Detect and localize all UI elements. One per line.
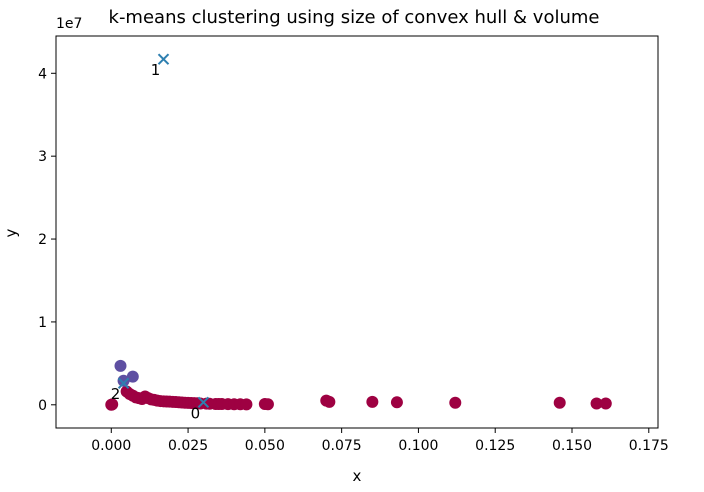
y-tick-label: 2 [38, 232, 47, 248]
y-tick-label: 0 [38, 398, 47, 414]
cluster-0-point [240, 398, 253, 411]
y-tick-label: 1 [38, 315, 47, 331]
cluster-0-point [449, 396, 462, 409]
x-tick-label: 0.125 [475, 438, 515, 454]
x-tick-label: 0.025 [168, 438, 208, 454]
data-points [105, 359, 612, 411]
y-tick-label: 3 [38, 149, 47, 165]
x-tick-label: 0.050 [245, 438, 285, 454]
centroid-marker [117, 377, 130, 389]
y-axis-label: y [2, 228, 20, 237]
y-offset-text: 1e7 [56, 16, 82, 32]
cluster-0-point [261, 398, 274, 411]
x-tick-label: 0.175 [629, 438, 669, 454]
cluster-0-point [553, 396, 566, 409]
x-tick-label: 0.150 [552, 438, 592, 454]
x-tick-label: 0.100 [398, 438, 438, 454]
x-tick-label: 0.075 [322, 438, 362, 454]
cluster-1-point [114, 359, 127, 372]
cluster-1-point [126, 370, 139, 383]
plot-area [55, 35, 659, 429]
x-axis: 0.000 0.025 0.050 0.075 0.100 0.125 0.150 0.175 [91, 428, 669, 454]
x-tick-label: 0.000 [91, 438, 131, 454]
cluster-0-point [599, 397, 612, 410]
cluster-0-point [590, 397, 603, 410]
centroids: 0 1 2 [111, 53, 210, 422]
centroid-label: 0 [191, 404, 201, 422]
centroid-label: 1 [151, 61, 161, 79]
centroid-label: 2 [111, 385, 121, 403]
cluster-0-point [390, 396, 403, 409]
centroid-marker [157, 53, 170, 65]
cluster-1-point [117, 374, 130, 387]
cluster-0-point [323, 395, 336, 408]
centroid-marker [197, 396, 210, 409]
cluster-0-point [106, 398, 119, 411]
x-axis-label: x [353, 467, 362, 485]
y-tick-label: 4 [38, 66, 47, 82]
chart-title: k-means clustering using size of convex … [109, 7, 600, 28]
y-axis: 0 1 2 3 4 [38, 66, 56, 414]
cluster-0-point [366, 395, 379, 408]
